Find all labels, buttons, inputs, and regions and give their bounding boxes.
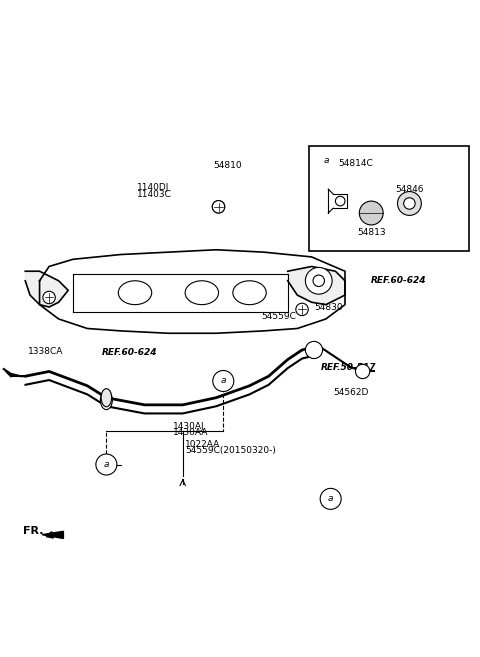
Text: 54846: 54846 bbox=[395, 185, 423, 194]
Circle shape bbox=[315, 150, 336, 171]
Circle shape bbox=[356, 364, 370, 378]
Bar bbox=[309, 147, 469, 251]
Text: 54814C: 54814C bbox=[338, 159, 372, 168]
Polygon shape bbox=[288, 267, 345, 305]
Text: REF.50-517: REF.50-517 bbox=[321, 363, 377, 373]
Circle shape bbox=[43, 291, 55, 304]
Text: a: a bbox=[220, 376, 226, 386]
Ellipse shape bbox=[360, 201, 383, 225]
Text: 54562D: 54562D bbox=[333, 388, 369, 397]
Circle shape bbox=[212, 200, 225, 213]
Circle shape bbox=[397, 192, 421, 215]
Circle shape bbox=[305, 267, 332, 294]
Text: a: a bbox=[328, 494, 334, 503]
Circle shape bbox=[404, 198, 415, 209]
Text: 1338CA: 1338CA bbox=[28, 347, 63, 356]
Circle shape bbox=[320, 488, 341, 509]
Ellipse shape bbox=[100, 390, 112, 409]
Text: 1022AA: 1022AA bbox=[185, 440, 220, 449]
Text: FR.: FR. bbox=[23, 526, 43, 536]
Text: 54830: 54830 bbox=[314, 303, 343, 312]
Text: 1430AJ: 1430AJ bbox=[173, 422, 205, 431]
Text: REF.60-624: REF.60-624 bbox=[371, 275, 427, 284]
Text: 54559C(20150320-): 54559C(20150320-) bbox=[185, 447, 276, 455]
Ellipse shape bbox=[218, 372, 228, 390]
Text: REF.60-624: REF.60-624 bbox=[102, 348, 157, 357]
Circle shape bbox=[296, 304, 308, 315]
Circle shape bbox=[96, 454, 117, 475]
Circle shape bbox=[212, 200, 225, 213]
Text: 54810: 54810 bbox=[214, 161, 242, 170]
Circle shape bbox=[305, 342, 323, 359]
Text: a: a bbox=[323, 156, 329, 165]
Text: 1430AA: 1430AA bbox=[173, 428, 209, 438]
Polygon shape bbox=[42, 532, 63, 539]
Text: 11403C: 11403C bbox=[137, 190, 172, 198]
Ellipse shape bbox=[101, 389, 112, 407]
Text: 54813: 54813 bbox=[357, 228, 385, 237]
Text: 1140DJ: 1140DJ bbox=[137, 183, 170, 193]
Circle shape bbox=[213, 371, 234, 392]
Text: a: a bbox=[104, 460, 109, 469]
Text: 54559C: 54559C bbox=[262, 312, 296, 321]
Polygon shape bbox=[25, 271, 68, 307]
